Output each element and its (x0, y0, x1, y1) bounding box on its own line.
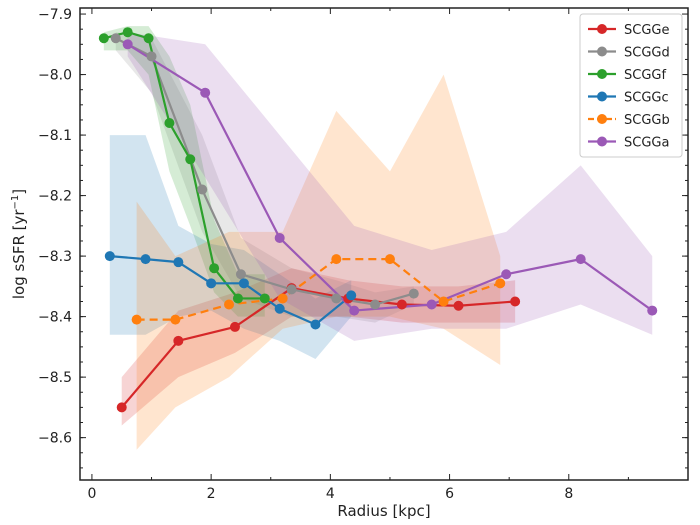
point-scgga-6 (575, 254, 586, 265)
point-scggc-2 (173, 257, 184, 268)
legend-label-scgge: SCGGe (624, 23, 669, 38)
point-scggc-0 (104, 251, 115, 262)
point-scgge-7 (510, 296, 521, 307)
point-scggf-0 (98, 33, 109, 44)
x-tick-label: 6 (445, 486, 454, 502)
y-tick-label: −8.4 (38, 310, 72, 326)
point-scggb-1 (170, 314, 181, 325)
legend-label-scggb: SCGGb (624, 113, 670, 128)
point-scggc-3 (206, 278, 217, 289)
point-scggd-0 (110, 33, 121, 44)
legend-marker-scggf (597, 69, 607, 79)
legend-marker-scggc (597, 91, 607, 102)
band-scggb (136, 74, 501, 450)
legend-label-scgga: SCGGa (624, 136, 669, 151)
point-scgge-2 (229, 321, 240, 332)
legend-label-scggd: SCGGd (624, 46, 670, 61)
point-scgga-4 (426, 299, 437, 310)
legend-marker-scggd (597, 46, 607, 57)
point-scggb-7 (495, 278, 506, 289)
y-axis-title-close: ] (10, 189, 28, 195)
point-scggf-4 (185, 154, 196, 165)
point-scgge-6 (453, 300, 464, 311)
point-scggf-6 (232, 293, 243, 304)
x-axis-title: Radius [kpc] (337, 502, 430, 520)
point-scgge-1 (173, 335, 184, 346)
band-scggf (103, 26, 265, 317)
point-scggb-3 (277, 293, 288, 304)
point-scgge-0 (116, 402, 127, 413)
y-tick-label: −8.6 (38, 431, 72, 447)
y-tick-label: −8.2 (38, 189, 72, 205)
point-scggc-4 (238, 278, 249, 289)
band-scggc (109, 135, 352, 359)
y-tick-label: −7.9 (38, 7, 72, 23)
axis-tick-labels: 0 2 4 6 8 −7.9 −8.0 −8.1 −8.2 −8.3 −8.4 −8.5 −8.6 (38, 7, 573, 502)
point-scgga-7 (647, 305, 658, 316)
point-scggc-6 (310, 319, 321, 330)
point-scggc-5 (274, 303, 285, 314)
point-scggc-1 (140, 254, 151, 265)
point-scggf-3 (164, 117, 175, 128)
point-scggb-6 (438, 296, 449, 307)
point-scggf-5 (209, 263, 220, 274)
point-scggf-1 (122, 27, 133, 38)
point-scggd-2 (197, 184, 208, 195)
y-axis-title-main: log sSFR [yr (10, 209, 28, 300)
legend-marker-scgge (597, 24, 607, 34)
line-scgge (120, 287, 516, 409)
line-scgga (127, 43, 653, 312)
line-scggd (115, 37, 415, 306)
error-bands (103, 26, 653, 450)
point-scggf-7 (259, 293, 270, 304)
point-scgga-3 (349, 305, 360, 316)
y-axis-title: log sSFR [yr−1] (10, 189, 28, 299)
x-tick-label: 0 (87, 486, 96, 502)
legend-marker-scgga (597, 136, 607, 147)
band-scggd (115, 32, 414, 323)
line-scggc (109, 255, 352, 326)
point-scggd-5 (331, 293, 342, 304)
point-scggc-7 (346, 290, 357, 301)
point-scggd-6 (370, 299, 381, 310)
point-scgga-0 (122, 39, 133, 50)
legend-label-scggf: SCGGf (624, 68, 666, 83)
point-scggb-0 (131, 314, 142, 325)
y-tick-label: −8.0 (38, 68, 72, 84)
x-tick-label: 2 (207, 486, 216, 502)
x-tick-label: 4 (326, 486, 335, 502)
point-scgge-5 (396, 299, 407, 310)
legend: SCGGe SCGGd SCGGf SCGGc SCGGb SCGGa (579, 13, 683, 158)
x-tick-label: 8 (564, 486, 573, 502)
point-scgga-2 (274, 232, 285, 243)
line-scggb (136, 258, 501, 321)
point-scggd-4 (286, 284, 297, 295)
legend-marker-scggb (597, 114, 607, 124)
band-scgga (127, 32, 653, 341)
point-scggd-7 (408, 288, 419, 299)
series-markers (98, 27, 658, 413)
point-scgga-5 (501, 269, 512, 280)
y-tick-label: −8.3 (38, 249, 72, 265)
series-lines (103, 31, 653, 409)
point-scggb-2 (224, 299, 235, 310)
plot-frame (79, 7, 689, 481)
point-scggb-5 (384, 254, 395, 265)
point-scggb-4 (331, 254, 342, 265)
y-tick-label: −8.1 (38, 128, 72, 144)
y-axis-title-exponent: −1 (10, 195, 21, 210)
point-scggd-1 (146, 51, 157, 62)
point-scggf-2 (143, 33, 154, 44)
point-scgga-1 (200, 87, 211, 98)
legend-label-scggc: SCGGc (624, 91, 669, 106)
point-scggd-3 (235, 269, 246, 280)
axis-ticks (80, 8, 688, 480)
y-tick-label: −8.5 (38, 370, 72, 386)
